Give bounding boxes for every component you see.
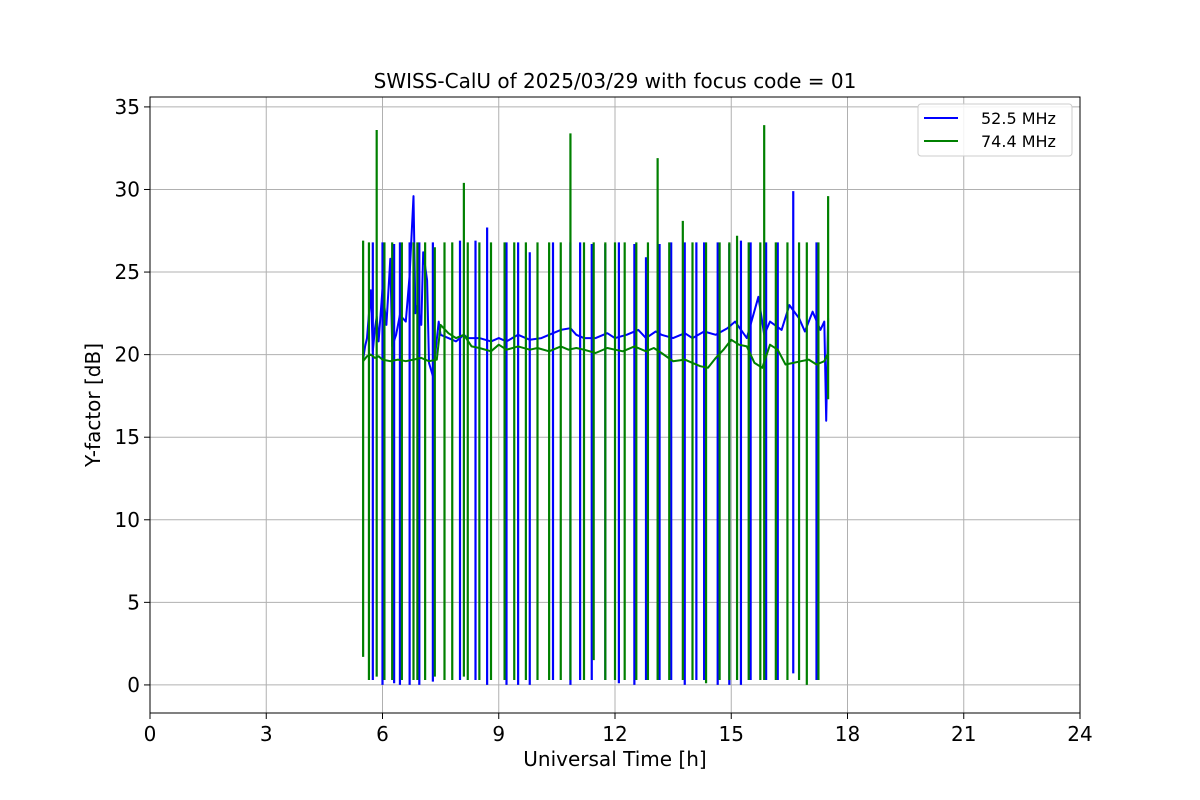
- y-tick-label: 10: [115, 508, 140, 532]
- y-tick-label: 5: [127, 590, 140, 614]
- legend-entry: 74.4 MHz: [981, 132, 1056, 151]
- chart-title: SWISS-CalU of 2025/03/29 with focus code…: [374, 69, 857, 93]
- plot-area: [149, 96, 1081, 714]
- x-tick-label: 3: [260, 722, 273, 746]
- y-tick-label: 15: [115, 425, 140, 449]
- y-tick-label: 20: [115, 343, 140, 367]
- x-tick-label: 15: [719, 722, 744, 746]
- y-tick-label: 35: [115, 95, 140, 119]
- y-tick-label: 30: [115, 177, 140, 201]
- x-tick-label: 9: [492, 722, 505, 746]
- ticks: 0 3 6 9 12 15 18 21 24 0 5 10 15 20 25 30 35: [115, 95, 1093, 746]
- x-tick-label: 6: [376, 722, 389, 746]
- x-axis-label: Universal Time [h]: [523, 747, 706, 771]
- y-tick-label: 0: [127, 673, 140, 697]
- x-tick-label: 12: [602, 722, 627, 746]
- x-tick-label: 24: [1067, 722, 1092, 746]
- legend: 52.5 MHz 74.4 MHz: [917, 103, 1073, 157]
- y-tick-label: 25: [115, 260, 140, 284]
- legend-entry: 52.5 MHz: [981, 109, 1056, 128]
- x-tick-label: 18: [835, 722, 860, 746]
- x-tick-label: 21: [951, 722, 976, 746]
- series-2: [362, 125, 830, 685]
- y-axis-label: Y-factor [dB]: [81, 343, 105, 468]
- series-layer: [362, 125, 830, 685]
- x-tick-label: 0: [144, 722, 157, 746]
